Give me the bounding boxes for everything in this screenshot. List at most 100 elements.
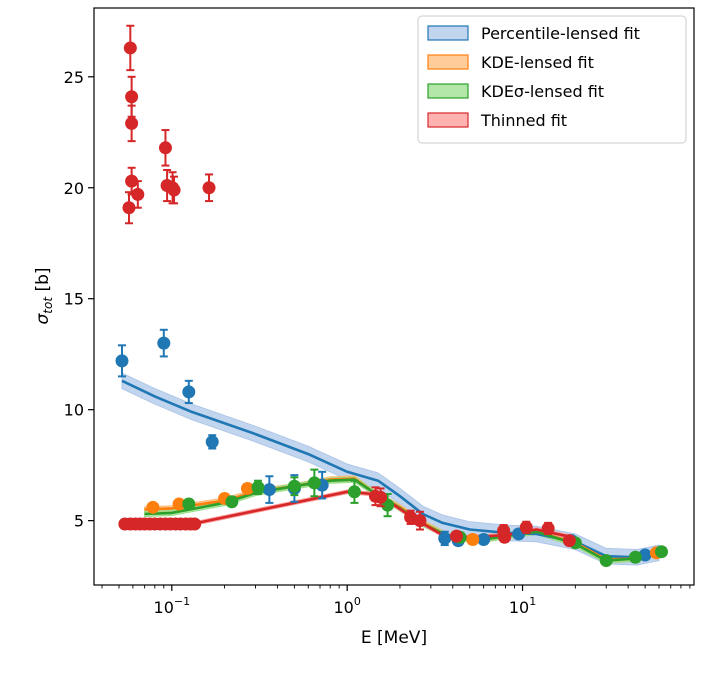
data-point-1-4 <box>466 533 480 547</box>
data-point-3-6 <box>158 129 172 167</box>
data-point-0-7 <box>438 530 452 547</box>
fit-band-0 <box>121 372 660 566</box>
legend-label-thinned: Thinned fit <box>480 111 567 130</box>
data-point-0-0 <box>115 344 129 378</box>
x-tick-label-0: 10−1 <box>154 595 191 617</box>
marker <box>125 90 139 104</box>
y-tick-label-25: 25 <box>64 68 84 87</box>
data-point-1-3 <box>240 481 254 495</box>
marker <box>131 187 145 201</box>
y-axis-ticks: 5 10 15 20 25 <box>64 68 94 531</box>
legend-swatch-kde <box>427 54 469 70</box>
data-points <box>115 24 668 568</box>
marker <box>125 174 139 188</box>
data-point-0-2 <box>182 379 196 405</box>
legend-label-kde-sigma: KDEσ-lensed fit <box>481 82 604 101</box>
data-point-0-9 <box>477 533 491 547</box>
data-point-2-9 <box>599 554 613 568</box>
y-tick-label-15: 15 <box>64 290 84 309</box>
fit-bands <box>121 372 660 566</box>
legend-entry-kde: KDE-lensed fit <box>427 53 594 72</box>
marker <box>638 548 652 562</box>
y-tick-label-5: 5 <box>74 512 84 531</box>
marker <box>115 354 129 368</box>
marker <box>182 497 196 511</box>
x-tick-exponent: −1 <box>174 595 190 608</box>
legend: Percentile-lensed fit KDE-lensed fit KDE… <box>417 15 687 144</box>
marker <box>146 500 160 514</box>
x-tick-exponent: 0 <box>354 595 361 608</box>
legend-swatch-percentile <box>427 25 469 41</box>
marker <box>262 483 276 497</box>
marker <box>202 181 216 195</box>
x-tick-label-2: 101 <box>509 595 536 617</box>
data-point-3-5 <box>131 180 145 209</box>
marker <box>157 336 171 350</box>
y-axis-label: σtot [b] <box>33 267 55 324</box>
y-tick-label-20: 20 <box>64 179 84 198</box>
x-axis-ticks: 10−1 100 101 <box>101 585 691 617</box>
legend-frame <box>417 15 687 144</box>
marker <box>562 534 576 548</box>
marker <box>123 41 137 55</box>
marker <box>182 385 196 399</box>
data-point-3-35 <box>562 534 576 548</box>
marker <box>413 514 427 528</box>
data-point-0-12 <box>638 548 652 562</box>
marker <box>498 530 512 544</box>
data-point-3-0 <box>123 24 137 72</box>
data-point-3-33 <box>519 520 533 534</box>
marker <box>188 517 202 531</box>
marker <box>251 480 265 494</box>
legend-entry-thinned: Thinned fit <box>427 111 567 130</box>
marker <box>205 435 219 449</box>
y-axis-label-subscript: tot <box>41 296 55 314</box>
data-point-2-11 <box>654 545 668 559</box>
data-point-2-10 <box>628 550 642 564</box>
data-point-3-9 <box>167 175 181 205</box>
y-tick-label-10: 10 <box>64 401 84 420</box>
data-point-2-1 <box>225 495 239 509</box>
data-point-0-1 <box>157 328 171 358</box>
marker <box>125 116 139 130</box>
plot-frame <box>93 7 695 586</box>
data-point-2-0 <box>182 497 196 511</box>
data-point-0-3 <box>205 434 219 450</box>
x-axis-label: E [MeV] <box>361 628 427 648</box>
data-point-2-6 <box>381 493 395 518</box>
marker <box>240 481 254 495</box>
marker <box>158 141 172 155</box>
data-point-3-32 <box>498 530 512 544</box>
data-point-2-5 <box>347 479 361 504</box>
marker <box>374 490 388 504</box>
x-tick-base: 10 <box>509 598 529 617</box>
legend-label-kde: KDE-lensed fit <box>481 53 594 72</box>
data-point-0-4 <box>262 475 276 504</box>
data-point-3-4 <box>122 191 136 225</box>
marker <box>628 550 642 564</box>
legend-swatch-kde-sigma <box>427 83 469 99</box>
marker <box>519 520 533 534</box>
marker <box>654 545 668 559</box>
x-tick-exponent: 1 <box>529 595 536 608</box>
marker <box>466 533 480 547</box>
marker <box>307 476 321 490</box>
data-point-3-30 <box>449 529 463 543</box>
data-point-3-34 <box>541 521 555 535</box>
marker <box>122 201 136 215</box>
marker <box>172 497 186 511</box>
marker <box>167 183 181 197</box>
fit-line-0 <box>121 379 660 559</box>
marker <box>449 529 463 543</box>
marker <box>438 531 452 545</box>
marker <box>225 495 239 509</box>
legend-swatch-thinned <box>427 112 469 128</box>
x-tick-base: 10 <box>154 598 174 617</box>
data-point-2-2 <box>251 479 265 496</box>
data-point-2-4 <box>307 468 321 498</box>
legend-entry-kde-sigma: KDEσ-lensed fit <box>427 82 604 101</box>
data-point-3-27 <box>374 487 388 508</box>
data-point-3-10 <box>202 173 216 203</box>
y-axis-label-unit: [b] <box>33 267 53 296</box>
